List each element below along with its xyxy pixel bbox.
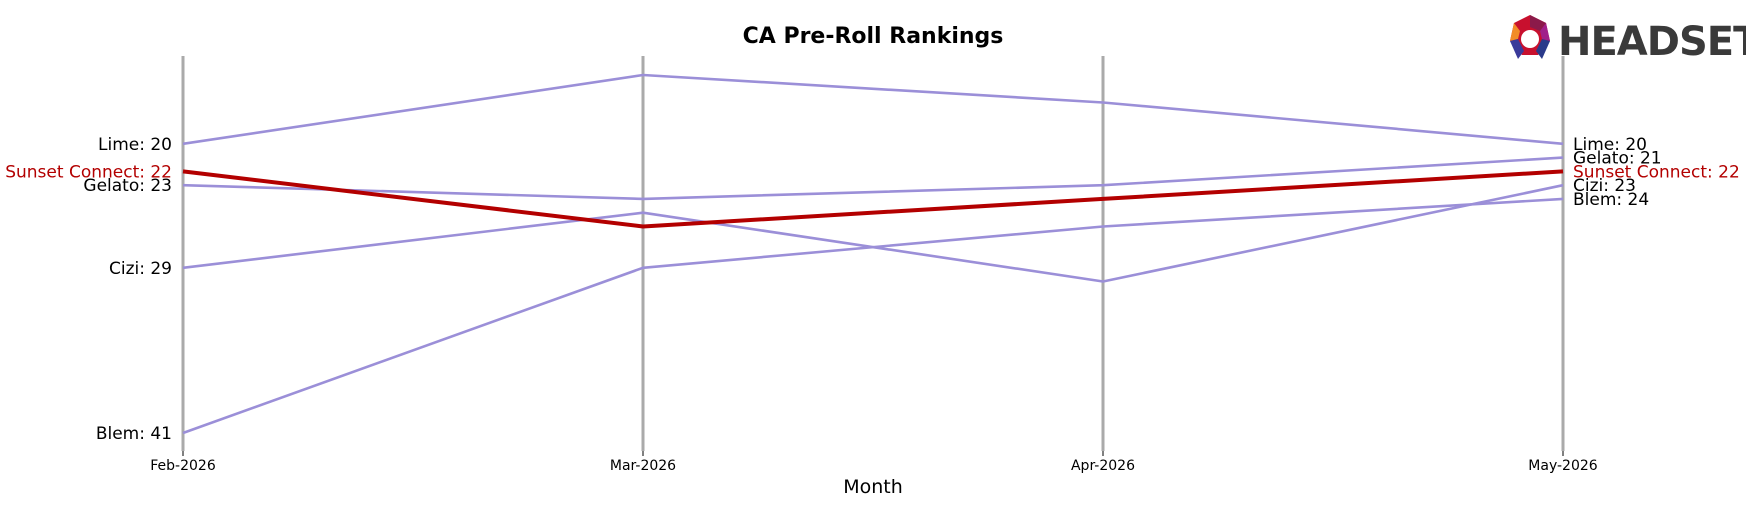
vertical-gridlines — [181, 56, 1565, 451]
chart-title: CA Pre-Roll Rankings — [743, 24, 1004, 49]
left-rank-label: Gelato: 23 — [83, 176, 172, 196]
x-tick-label: Feb-2026 — [150, 458, 216, 474]
series-line-blem — [182, 197, 1564, 435]
headset-logo-icon — [1510, 15, 1550, 59]
right-rank-label: Lime: 20 — [1573, 135, 1647, 155]
series-line-cizi — [182, 183, 1564, 283]
x-tick-label: Mar-2026 — [610, 458, 676, 474]
right-rank-label: Blem: 24 — [1573, 190, 1649, 210]
series-line-sunset-connect — [182, 169, 1564, 229]
headset-logo: HEADSET — [1510, 15, 1746, 65]
left-rank-label: Blem: 41 — [96, 424, 172, 444]
right-rank-label: Cizi: 23 — [1573, 176, 1636, 196]
right-rank-label: Sunset Connect: 22 — [1573, 162, 1740, 182]
series-line-lime — [182, 73, 1564, 146]
series-line-gelato — [182, 156, 1564, 201]
left-rank-label: Lime: 20 — [98, 135, 172, 155]
x-tick-label: Apr-2026 — [1071, 458, 1135, 474]
x-tick-label: May-2026 — [1528, 458, 1597, 474]
x-axis-label: Month — [843, 476, 903, 498]
left-rank-label: Sunset Connect: 22 — [5, 162, 172, 182]
series-lines — [182, 73, 1564, 435]
right-rank-label: Gelato: 21 — [1573, 149, 1662, 169]
headset-logo-text: HEADSET — [1558, 19, 1746, 65]
x-axis-ticks: Feb-2026 Mar-2026 Apr-2026 May-2026 — [150, 451, 1598, 474]
left-rank-label: Cizi: 29 — [109, 259, 172, 279]
